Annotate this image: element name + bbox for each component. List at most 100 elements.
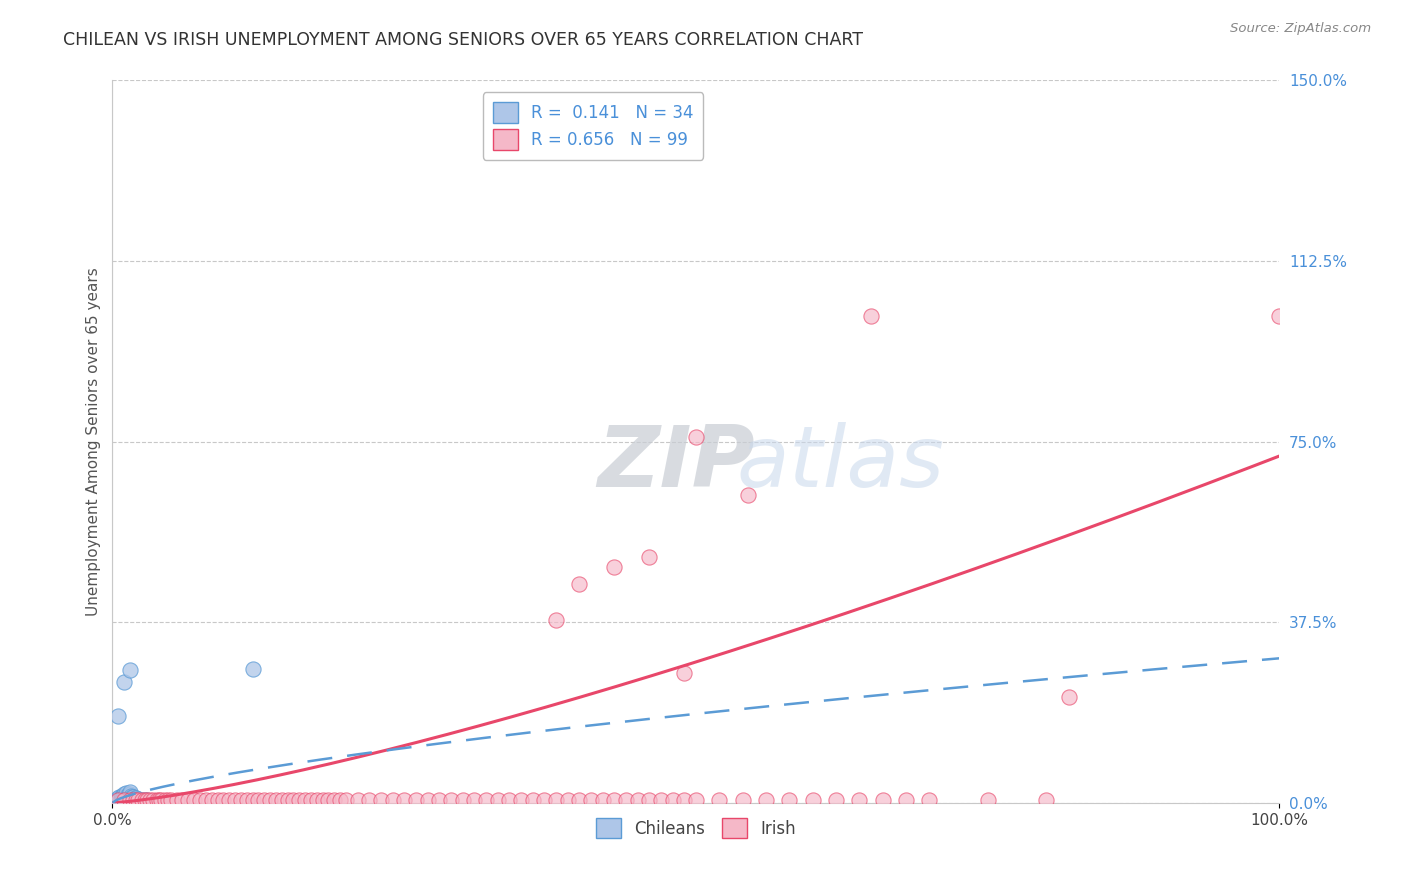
Point: [112, 793, 135, 807]
Point: [440, 793, 463, 807]
Point: [112, 787, 135, 801]
Point: [673, 793, 696, 807]
Point: [522, 793, 544, 807]
Point: [737, 487, 759, 501]
Point: [603, 793, 626, 807]
Point: [107, 791, 129, 805]
Point: [120, 789, 142, 803]
Point: [117, 788, 139, 802]
Point: [111, 790, 134, 805]
Point: [638, 550, 661, 565]
Point: [110, 791, 132, 805]
Point: [122, 790, 145, 805]
Point: [172, 793, 194, 807]
Point: [579, 793, 602, 807]
Point: [627, 793, 650, 807]
Point: [112, 675, 135, 690]
Point: [311, 793, 333, 807]
Point: [111, 791, 134, 805]
Point: [218, 793, 240, 807]
Point: [194, 793, 217, 807]
Point: [160, 793, 183, 807]
Point: [235, 793, 257, 807]
Point: [148, 793, 170, 807]
Point: [294, 793, 316, 807]
Point: [118, 793, 141, 807]
Point: [122, 793, 145, 807]
Point: [127, 792, 149, 806]
Point: [253, 793, 276, 807]
Point: [918, 793, 941, 807]
Point: [125, 793, 148, 807]
Point: [673, 665, 696, 680]
Point: [142, 794, 165, 808]
Point: [329, 793, 352, 807]
Point: [544, 793, 567, 807]
Point: [557, 793, 579, 807]
Point: [148, 794, 170, 808]
Point: [183, 793, 205, 807]
Point: [142, 793, 165, 807]
Point: [335, 793, 357, 807]
Point: [709, 793, 731, 807]
Point: [860, 310, 883, 324]
Point: [157, 793, 180, 807]
Point: [416, 793, 439, 807]
Point: [134, 793, 156, 807]
Point: [108, 790, 131, 805]
Point: [115, 789, 138, 803]
Point: [127, 793, 149, 807]
Point: [318, 793, 340, 807]
Point: [112, 790, 135, 805]
Point: [111, 789, 134, 803]
Point: [650, 793, 672, 807]
Point: [283, 793, 305, 807]
Point: [778, 793, 800, 807]
Point: [131, 793, 153, 807]
Point: [427, 793, 450, 807]
Point: [498, 793, 520, 807]
Point: [131, 793, 153, 807]
Point: [114, 789, 136, 803]
Point: [136, 793, 159, 807]
Point: [115, 786, 138, 800]
Point: [264, 793, 287, 807]
Point: [207, 793, 229, 807]
Point: [509, 793, 531, 807]
Point: [346, 793, 368, 807]
Point: [153, 793, 176, 807]
Point: [305, 793, 328, 807]
Point: [731, 793, 754, 807]
Text: ZIP: ZIP: [596, 422, 755, 505]
Text: CHILEAN VS IRISH UNEMPLOYMENT AMONG SENIORS OVER 65 YEARS CORRELATION CHART: CHILEAN VS IRISH UNEMPLOYMENT AMONG SENI…: [63, 31, 863, 49]
Point: [592, 793, 614, 807]
Point: [872, 793, 894, 807]
Point: [150, 793, 173, 807]
Point: [125, 791, 148, 805]
Point: [848, 793, 870, 807]
Text: Source: ZipAtlas.com: Source: ZipAtlas.com: [1230, 22, 1371, 36]
Point: [177, 793, 200, 807]
Point: [242, 662, 264, 676]
Point: [685, 430, 707, 444]
Point: [568, 576, 591, 591]
Point: [685, 793, 707, 807]
Point: [603, 559, 626, 574]
Point: [105, 793, 128, 807]
Point: [247, 793, 270, 807]
Point: [405, 793, 427, 807]
Point: [107, 709, 129, 723]
Point: [118, 789, 141, 803]
Point: [166, 793, 188, 807]
Point: [136, 793, 159, 807]
Point: [614, 793, 637, 807]
Point: [107, 793, 129, 807]
Point: [801, 793, 824, 807]
Point: [134, 793, 156, 807]
Point: [124, 791, 146, 805]
Point: [224, 793, 246, 807]
Point: [121, 790, 143, 805]
Point: [270, 793, 292, 807]
Point: [475, 793, 498, 807]
Point: [188, 793, 211, 807]
